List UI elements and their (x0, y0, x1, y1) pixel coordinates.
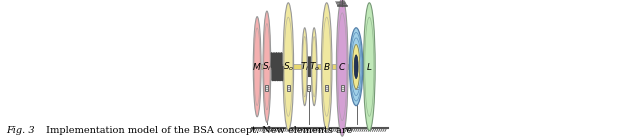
Bar (287, 85, 290, 91)
Ellipse shape (349, 28, 363, 106)
Text: $C$: $C$ (338, 61, 346, 72)
Text: $S_o$: $S_o$ (283, 60, 294, 73)
Text: Implementation model of the BSA concept. New elements are: Implementation model of the BSA concept.… (46, 126, 353, 135)
Text: $L$: $L$ (366, 61, 372, 72)
Text: $S_i$: $S_i$ (262, 60, 271, 73)
Ellipse shape (283, 3, 294, 131)
Bar (355, 85, 358, 91)
Bar (283, 64, 285, 69)
Bar (266, 85, 268, 91)
Bar (312, 64, 317, 69)
Bar (340, 85, 344, 91)
Ellipse shape (337, 0, 348, 136)
Text: $T_o$: $T_o$ (308, 60, 320, 73)
Bar (332, 64, 337, 69)
Bar (325, 85, 328, 91)
Bar (293, 64, 302, 69)
Ellipse shape (364, 3, 375, 131)
Ellipse shape (321, 3, 332, 131)
Bar (317, 64, 321, 69)
Ellipse shape (354, 55, 358, 79)
Bar (261, 64, 263, 69)
Bar (337, 64, 339, 69)
Text: Fig. 3: Fig. 3 (6, 126, 35, 135)
Text: $T_i$: $T_i$ (300, 60, 309, 73)
Bar (302, 64, 304, 69)
Ellipse shape (353, 44, 360, 89)
Ellipse shape (302, 28, 307, 106)
Bar (307, 85, 310, 91)
Bar (271, 64, 283, 69)
Bar (348, 64, 358, 69)
Ellipse shape (312, 28, 317, 106)
Text: $B$: $B$ (323, 61, 330, 72)
Text: $M$: $M$ (252, 61, 262, 72)
Ellipse shape (263, 11, 271, 122)
Ellipse shape (340, 51, 344, 82)
Ellipse shape (253, 17, 261, 117)
